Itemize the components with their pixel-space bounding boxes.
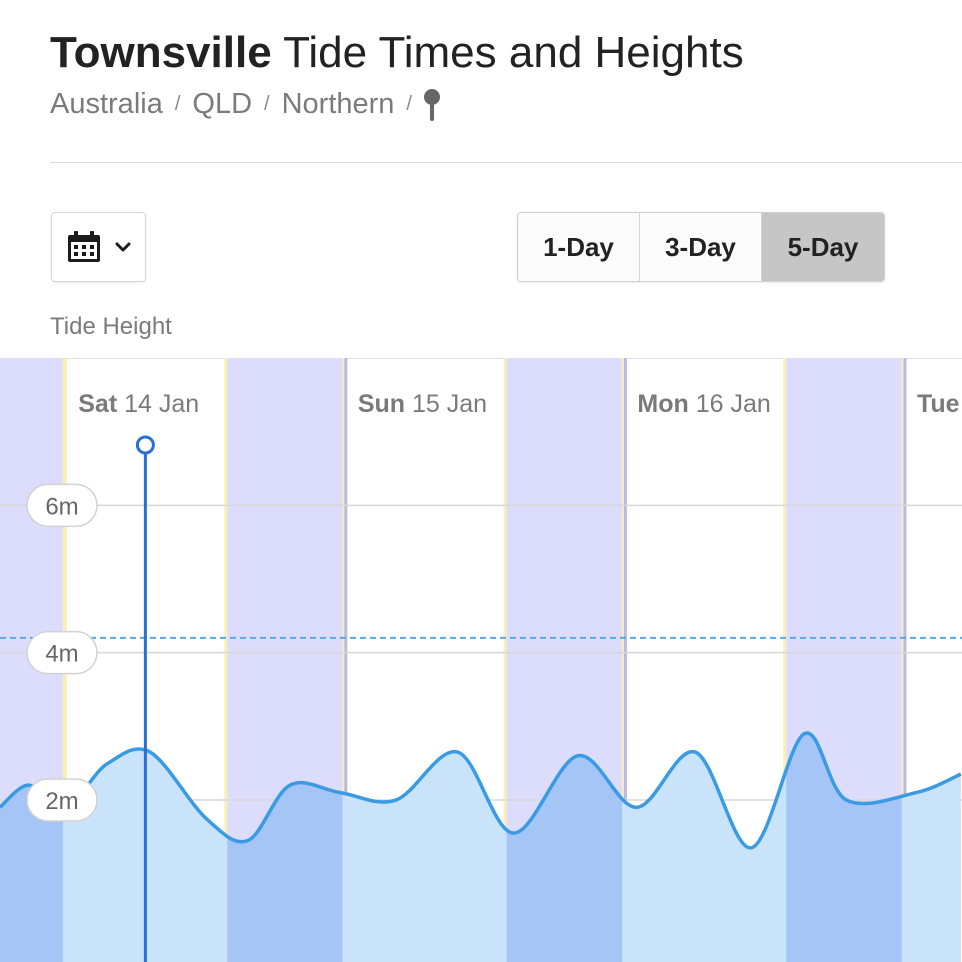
range-1-day-button[interactable]: 1-Day xyxy=(518,213,640,281)
header-divider xyxy=(50,162,962,163)
tide-line xyxy=(0,731,962,850)
breadcrumb-country[interactable]: Australia xyxy=(50,88,163,120)
tide-chart[interactable]: 2m 4m 6m Sat 14 Jan Sun 15 Jan Mon 16 Jan Tue xyxy=(0,358,962,962)
day-label-date: 15 Jan xyxy=(405,390,487,418)
dusk-edge xyxy=(503,358,507,962)
title-suffix: Tide Times and Heights xyxy=(271,28,744,77)
page-header: Townsville Tide Times and Heights Austra… xyxy=(50,24,962,121)
breadcrumb-separator: / xyxy=(406,93,412,115)
location-pin-icon[interactable] xyxy=(423,88,440,121)
day-label: Mon 16 Jan xyxy=(637,390,770,418)
breadcrumb-separator: / xyxy=(174,93,181,115)
chart-label: Tide Height xyxy=(50,313,172,340)
day-label-weekday: Tue xyxy=(917,390,960,418)
breadcrumb-region[interactable]: Northern xyxy=(281,88,395,120)
day-label: Sat 14 Jan xyxy=(78,390,199,418)
calendar-icon xyxy=(67,231,100,262)
range-selector: 1-Day 3-Day 5-Day xyxy=(517,212,885,282)
dusk-edge xyxy=(224,358,228,962)
y-tick-pill xyxy=(26,483,98,528)
day-label-weekday: Sat xyxy=(78,390,118,418)
day-label-date: 16 Jan xyxy=(689,390,771,418)
page-title: Townsville Tide Times and Heights xyxy=(50,24,962,82)
day-label: Tue xyxy=(917,390,960,418)
y-tick-label: 6m xyxy=(45,493,78,520)
day-label-date: 14 Jan xyxy=(117,390,199,418)
dusk-edge xyxy=(783,358,787,962)
date-picker-button[interactable] xyxy=(51,212,146,282)
range-5-day-button[interactable]: 5-Day xyxy=(762,213,884,281)
chevron-down-icon xyxy=(115,242,130,252)
current-time-marker xyxy=(135,435,155,455)
y-tick-pill xyxy=(26,778,98,822)
breadcrumb-separator: / xyxy=(264,93,270,115)
y-tick-pill xyxy=(26,630,98,675)
day-label: Sun 15 Jan xyxy=(358,390,487,418)
day-label-weekday: Mon xyxy=(637,390,688,418)
city-name: Townsville xyxy=(50,28,272,77)
y-tick-label: 2m xyxy=(45,788,78,815)
range-3-day-button[interactable]: 3-Day xyxy=(640,213,762,281)
breadcrumb: Australia / QLD / Northern / xyxy=(50,88,962,121)
day-label-weekday: Sun xyxy=(358,390,405,418)
y-tick-label: 4m xyxy=(45,641,78,668)
breadcrumb-state[interactable]: QLD xyxy=(192,88,253,120)
